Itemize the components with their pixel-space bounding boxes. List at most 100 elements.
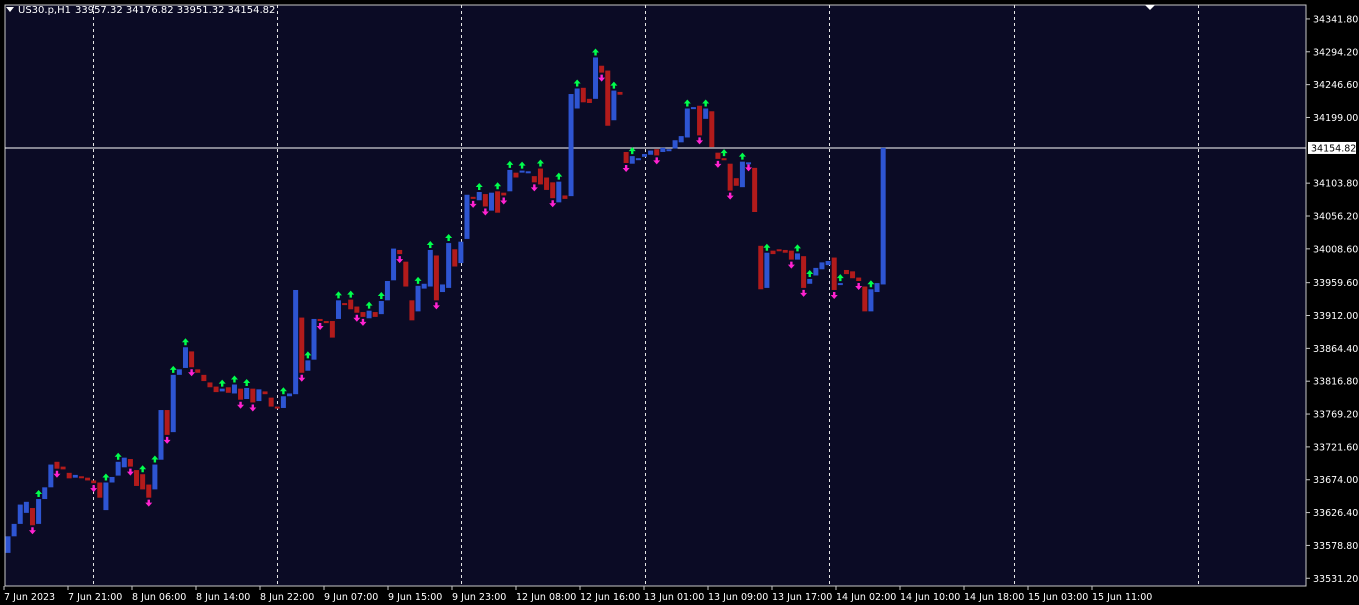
candle[interactable] bbox=[629, 156, 635, 164]
candle[interactable] bbox=[335, 300, 341, 319]
candle[interactable] bbox=[329, 321, 335, 338]
candle[interactable] bbox=[648, 150, 654, 155]
candle[interactable] bbox=[36, 499, 42, 524]
candle[interactable] bbox=[415, 285, 421, 312]
candle[interactable] bbox=[72, 474, 78, 478]
candle[interactable] bbox=[801, 256, 807, 288]
candle[interactable] bbox=[427, 249, 433, 287]
candle[interactable] bbox=[115, 461, 121, 476]
candle[interactable] bbox=[91, 480, 97, 484]
candle[interactable] bbox=[831, 257, 837, 290]
candle[interactable] bbox=[109, 476, 115, 483]
candle[interactable] bbox=[556, 181, 562, 203]
candle[interactable] bbox=[825, 260, 831, 266]
candle[interactable] bbox=[274, 406, 280, 409]
candle[interactable] bbox=[164, 410, 170, 435]
candle[interactable] bbox=[127, 459, 133, 467]
candle[interactable] bbox=[85, 477, 91, 481]
candle[interactable] bbox=[507, 169, 513, 192]
candle[interactable] bbox=[574, 88, 580, 109]
candle[interactable] bbox=[403, 261, 409, 287]
candle[interactable] bbox=[97, 482, 103, 498]
candle[interactable] bbox=[238, 388, 244, 400]
candle[interactable] bbox=[250, 388, 256, 403]
candle[interactable] bbox=[666, 149, 672, 152]
candle[interactable] bbox=[54, 461, 60, 469]
candle[interactable] bbox=[421, 283, 427, 289]
candle[interactable] bbox=[501, 192, 507, 196]
candle[interactable] bbox=[862, 286, 868, 312]
candle[interactable] bbox=[146, 484, 152, 498]
candle[interactable] bbox=[482, 194, 488, 207]
candle[interactable] bbox=[66, 472, 72, 479]
dropdown-triangle-icon[interactable] bbox=[6, 7, 14, 12]
candle[interactable] bbox=[397, 249, 403, 255]
candle[interactable] bbox=[207, 382, 213, 388]
candle[interactable] bbox=[856, 277, 862, 282]
candle[interactable] bbox=[189, 351, 195, 368]
candle[interactable] bbox=[544, 177, 550, 190]
candle[interactable] bbox=[654, 149, 660, 156]
candle[interactable] bbox=[580, 87, 586, 103]
candle[interactable] bbox=[317, 318, 323, 322]
candle[interactable] bbox=[152, 464, 158, 490]
candle[interactable] bbox=[464, 194, 470, 239]
candle[interactable] bbox=[641, 154, 647, 157]
candle[interactable] bbox=[611, 90, 617, 121]
candle[interactable] bbox=[550, 182, 556, 199]
candle[interactable] bbox=[495, 191, 501, 213]
candle[interactable] bbox=[788, 250, 794, 260]
candle[interactable] bbox=[280, 396, 286, 408]
candle[interactable] bbox=[11, 523, 17, 537]
candle[interactable] bbox=[739, 161, 745, 188]
candle[interactable] bbox=[733, 178, 739, 186]
candle[interactable] bbox=[287, 393, 293, 397]
candle[interactable] bbox=[819, 262, 825, 270]
candle[interactable] bbox=[593, 57, 599, 99]
candle[interactable] bbox=[837, 283, 843, 286]
candle[interactable] bbox=[458, 241, 464, 264]
candle[interactable] bbox=[5, 536, 11, 553]
candle[interactable] bbox=[354, 306, 360, 313]
candle[interactable] bbox=[384, 281, 390, 301]
candle[interactable] bbox=[758, 245, 764, 290]
candle[interactable] bbox=[158, 410, 164, 460]
candle[interactable] bbox=[17, 504, 23, 524]
candle[interactable] bbox=[268, 397, 274, 407]
candle[interactable] bbox=[23, 501, 29, 513]
candle[interactable] bbox=[140, 474, 146, 490]
candle[interactable] bbox=[256, 389, 262, 402]
candle[interactable] bbox=[752, 167, 758, 213]
candle[interactable] bbox=[672, 140, 678, 149]
candle[interactable] bbox=[727, 163, 733, 191]
candle[interactable] bbox=[813, 267, 819, 276]
candle[interactable] bbox=[770, 250, 776, 255]
candle[interactable] bbox=[176, 369, 182, 375]
candle[interactable] bbox=[42, 487, 48, 500]
candle[interactable] bbox=[182, 347, 188, 368]
candle[interactable] bbox=[29, 508, 35, 526]
candle[interactable] bbox=[342, 303, 348, 306]
candle[interactable] bbox=[293, 289, 299, 395]
candle[interactable] bbox=[807, 278, 813, 284]
candle[interactable] bbox=[170, 374, 176, 433]
candle[interactable] bbox=[880, 147, 886, 285]
candle[interactable] bbox=[231, 384, 237, 394]
candle[interactable] bbox=[715, 152, 721, 159]
candle[interactable] bbox=[488, 192, 494, 211]
candle[interactable] bbox=[60, 466, 66, 470]
candle[interactable] bbox=[323, 321, 329, 324]
candle[interactable] bbox=[299, 317, 305, 373]
candle[interactable] bbox=[605, 70, 611, 126]
candle[interactable] bbox=[843, 269, 849, 275]
shift-marker-icon[interactable] bbox=[1145, 5, 1155, 10]
candle[interactable] bbox=[201, 374, 207, 382]
candle[interactable] bbox=[660, 147, 666, 152]
candle[interactable] bbox=[262, 391, 268, 395]
candle[interactable] bbox=[525, 171, 531, 174]
candle[interactable] bbox=[746, 162, 752, 165]
candle[interactable] bbox=[868, 289, 874, 312]
candle[interactable] bbox=[684, 108, 690, 138]
